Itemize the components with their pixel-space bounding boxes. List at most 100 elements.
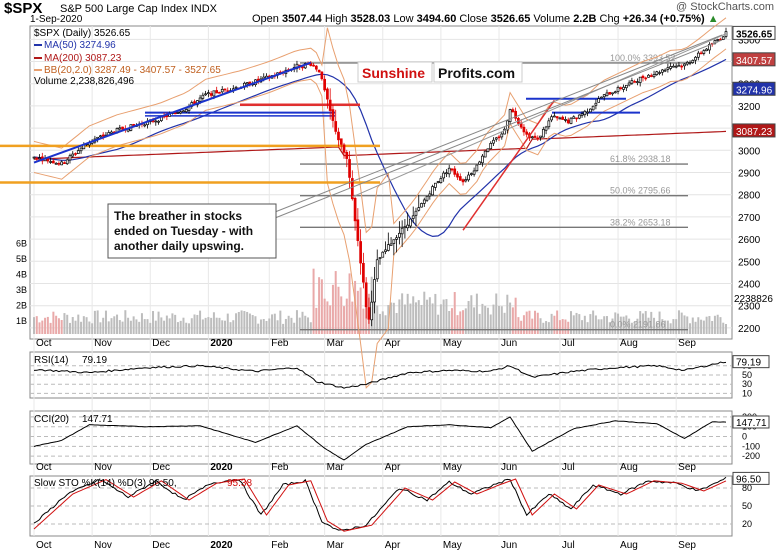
volume-bar — [431, 303, 434, 334]
volume-bar — [174, 314, 177, 334]
month-label: Apr — [385, 462, 401, 473]
candle-body — [572, 116, 576, 119]
volume-bar — [149, 322, 152, 334]
candle-body — [602, 94, 606, 98]
volume-bar — [384, 315, 387, 334]
volume-bar — [644, 311, 647, 334]
volume-bar — [617, 313, 620, 334]
candle-body — [625, 84, 628, 89]
candle-body — [312, 64, 315, 67]
volume-bar — [683, 315, 686, 334]
volume-bar — [534, 310, 537, 334]
volume-bar — [420, 304, 423, 334]
month-label: Dec — [152, 462, 170, 473]
month-label: Aug — [620, 338, 638, 349]
candle-body — [184, 109, 188, 113]
volume-bar — [318, 277, 321, 334]
candle-body — [616, 86, 620, 92]
candle-body — [370, 301, 374, 321]
candle-body — [591, 105, 595, 111]
volume-bar — [489, 314, 492, 334]
price-legend: $SPX (Daily) 3526.65 MA(50) 3274.96 MA(2… — [34, 28, 221, 87]
candle-body — [536, 137, 540, 140]
volume-bar — [614, 312, 617, 334]
candle-body — [691, 59, 695, 63]
candle-body — [530, 136, 534, 139]
volume-bar — [492, 304, 495, 334]
volume-bar — [486, 307, 489, 334]
candle-body — [674, 65, 678, 68]
volume-bar — [268, 318, 271, 334]
candle-body — [392, 239, 396, 244]
volume-bar — [221, 320, 224, 334]
candle-body — [461, 179, 465, 183]
indicator-tick-label: 0 — [742, 432, 747, 442]
candle-body — [544, 126, 548, 131]
volume-bar — [110, 318, 113, 334]
volume-bar — [569, 311, 572, 334]
volume-bar — [450, 308, 453, 334]
candle-body — [716, 39, 720, 41]
volume-bar — [301, 311, 304, 334]
volume-bar — [428, 297, 431, 334]
price-value-badge: 3274.96 — [736, 85, 773, 96]
price-tick-label: 3200 — [738, 102, 761, 113]
volume-bar — [320, 279, 323, 334]
volume-bar — [93, 310, 96, 334]
volume-bar — [423, 291, 426, 334]
volume-bar — [165, 315, 168, 334]
chart-date: 1-Sep-2020 — [30, 14, 83, 25]
volume-tick-label: 1B — [16, 316, 27, 326]
month-label: Jun — [501, 338, 517, 349]
candle-body — [522, 126, 526, 133]
volume-bar — [113, 316, 116, 334]
volume-bar — [630, 322, 633, 334]
volume-bar — [390, 302, 393, 334]
volume-bar — [337, 286, 340, 334]
volume-bar — [116, 314, 119, 334]
volume-bar — [237, 311, 240, 334]
candle-body — [575, 117, 578, 120]
sunshine-profits-logo: Sunshine Profits.com — [357, 61, 523, 83]
candle-body — [403, 226, 407, 229]
candle-body — [428, 193, 432, 197]
candle-body — [76, 150, 80, 154]
month-label: Apr — [385, 540, 401, 551]
volume-bar — [564, 319, 567, 334]
volume-bar — [107, 321, 110, 334]
candle-body — [176, 112, 180, 114]
volume-bar — [567, 321, 570, 334]
candle-body — [525, 131, 529, 135]
volume-bar — [96, 310, 99, 334]
volume-bar — [603, 316, 606, 334]
candle-body — [359, 241, 362, 264]
volume-bar — [160, 317, 163, 334]
candle-body — [708, 44, 711, 51]
candle-body — [666, 67, 670, 70]
volume-bar — [185, 322, 188, 334]
price-value-badge: 3087.23 — [736, 127, 773, 138]
candle-body — [118, 127, 122, 130]
volume-bar — [132, 316, 135, 334]
volume-bar — [323, 298, 326, 334]
volume-bar — [135, 319, 138, 334]
candle-body — [395, 237, 398, 240]
volume-bar — [348, 273, 351, 334]
volume-bar — [298, 317, 301, 334]
candle-body — [409, 218, 412, 227]
candle-body — [425, 195, 429, 201]
volume-bar — [594, 315, 597, 334]
volume-bar — [525, 311, 528, 334]
candle-body — [541, 129, 545, 138]
volume-bar — [719, 317, 722, 334]
volume-bar — [49, 322, 52, 334]
red-trendline — [462, 99, 555, 231]
price-tick-label: 2600 — [738, 235, 761, 246]
volume-bar — [561, 319, 564, 334]
candle-body — [63, 162, 66, 164]
volume-bar — [295, 310, 298, 334]
candle-body — [245, 82, 249, 85]
volume-bar — [251, 315, 254, 334]
volume-bar — [581, 320, 584, 334]
legend-ma50: MA(50) 3274.96 — [44, 40, 116, 51]
